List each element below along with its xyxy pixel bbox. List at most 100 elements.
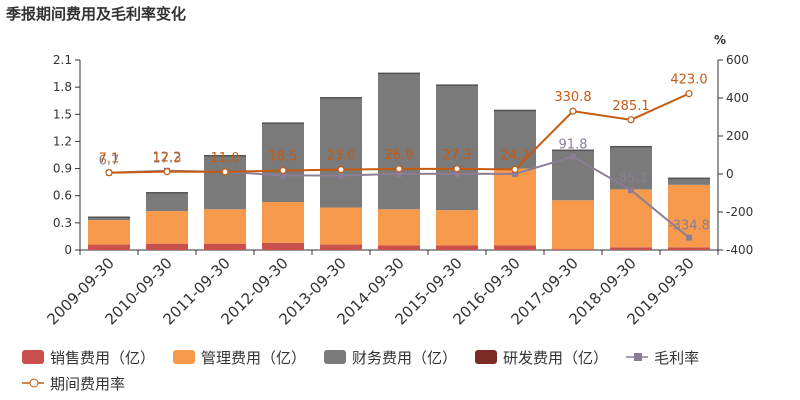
bar-财务费用亿 [204, 155, 246, 210]
y-left-tick-label: 0 [64, 243, 72, 257]
point-毛利率 [512, 170, 518, 177]
point-期间费用率 [279, 166, 287, 175]
bar-财务费用亿 [668, 177, 710, 185]
bar-管理费用亿 [88, 220, 130, 245]
bar-销售费用亿 [146, 243, 188, 250]
point-期间费用率 [453, 165, 461, 173]
legend-label: 毛利率 [654, 348, 700, 367]
bar-销售费用亿 [610, 247, 652, 250]
y-right-tick-label: 0 [726, 167, 734, 181]
point-期间费用率 [627, 116, 635, 124]
y-right-tick-label: 600 [726, 53, 749, 67]
bar-top-edge [88, 216, 130, 219]
bar-管理费用亿 [552, 200, 594, 250]
bar-财务费用亿 [320, 97, 362, 208]
bar-管理费用亿 [494, 168, 536, 246]
legend-label: 管理费用（亿） [201, 348, 307, 367]
data-label-毛利率: -85.1 [614, 171, 648, 186]
legend-item[interactable]: 销售费用（亿） [22, 344, 155, 370]
legend-item[interactable]: 管理费用（亿） [173, 344, 306, 370]
y-left-tick-label: 1.8 [53, 80, 72, 94]
point-期间费用率 [337, 166, 345, 174]
point-期间费用率 [511, 165, 519, 174]
point-期间费用率 [685, 90, 693, 98]
data-label-期间费用率: 18.5 [269, 149, 298, 164]
bar-top-edge [436, 84, 478, 86]
data-label-期间费用率: 330.8 [554, 90, 591, 105]
legend-swatch [173, 350, 196, 364]
bar-销售费用亿 [262, 242, 304, 250]
bar-销售费用亿 [552, 249, 594, 250]
bar-管理费用亿 [378, 209, 420, 246]
point-毛利率 [454, 170, 460, 177]
y-right-tick-label: -400 [726, 243, 753, 257]
legend-item[interactable]: 期间费用率 [22, 370, 125, 396]
data-label-期间费用率: 423.0 [670, 73, 707, 88]
y-right-tick-label: 400 [726, 91, 749, 105]
legend-item[interactable]: 财务费用（亿） [324, 344, 457, 370]
bar-管理费用亿 [610, 189, 652, 248]
bar-销售费用亿 [320, 244, 362, 250]
bar-top-edge [668, 177, 710, 180]
point-毛利率 [280, 172, 286, 179]
bar-top-edge [494, 109, 536, 112]
bar-销售费用亿 [378, 245, 420, 250]
bar-销售费用亿 [494, 245, 536, 250]
legend-swatch [626, 353, 649, 361]
chart-title: 季报期间费用及毛利率变化 [6, 5, 187, 23]
y-left-tick-label: 2.1 [53, 53, 72, 67]
bar-财务费用亿 [494, 109, 536, 169]
y-left-tick-label: 0.3 [53, 216, 72, 230]
data-label-毛利率: 6.7 [99, 154, 120, 169]
bar-管理费用亿 [204, 209, 246, 244]
data-label-毛利率: -334.8 [668, 219, 710, 234]
legend-swatch [475, 350, 498, 364]
bar-财务费用亿 [378, 72, 420, 210]
legend-label: 销售费用（亿） [50, 348, 156, 367]
bar-销售费用亿 [668, 247, 710, 250]
bar-财务费用亿 [262, 122, 304, 203]
bar-top-edge [610, 145, 652, 148]
point-毛利率 [628, 187, 634, 194]
data-label-期间费用率: 23.0 [327, 149, 356, 164]
bar-管理费用亿 [262, 202, 304, 243]
data-label-期间费用率: 7.1 [99, 152, 120, 167]
legend-label: 研发费用（亿） [503, 348, 609, 367]
point-毛利率 [338, 172, 344, 179]
bar-top-edge [204, 155, 246, 157]
data-label-期间费用率: 24.2 [501, 148, 530, 163]
data-label-期间费用率: 27.3 [443, 148, 472, 163]
bar-top-edge [552, 149, 594, 152]
point-毛利率 [570, 153, 576, 160]
legend-label: 期间费用率 [50, 374, 126, 393]
y-left-tick-label: 0.9 [53, 162, 72, 176]
point-毛利率 [686, 234, 692, 241]
legend-swatch [22, 350, 44, 364]
bar-top-edge [262, 122, 304, 124]
legend-swatch [22, 378, 44, 388]
legend-item[interactable]: 研发费用（亿） [475, 344, 608, 370]
bar-财务费用亿 [436, 84, 478, 211]
y-left-tick-label: 0.6 [53, 189, 72, 203]
bar-top-edge [146, 192, 188, 194]
point-毛利率 [396, 170, 402, 177]
y-left-tick-label: 1.2 [53, 134, 72, 148]
data-label-期间费用率: 285.1 [612, 99, 649, 114]
data-label-期间费用率: 11.0 [211, 151, 240, 166]
bar-财务费用亿 [88, 216, 130, 221]
point-期间费用率 [569, 107, 577, 115]
point-期间费用率 [221, 168, 229, 176]
legend-item[interactable]: 毛利率 [626, 344, 699, 370]
bar-销售费用亿 [204, 243, 246, 250]
bar-管理费用亿 [436, 210, 478, 246]
y-left-tick-label: 1.5 [53, 107, 72, 121]
bar-管理费用亿 [146, 211, 188, 244]
y-right-tick-label: 200 [726, 129, 749, 143]
bar-销售费用亿 [436, 245, 478, 250]
bar-top-edge [378, 72, 420, 75]
bar-销售费用亿 [88, 244, 130, 250]
bar-管理费用亿 [320, 207, 362, 245]
legend-label: 财务费用（亿） [352, 348, 458, 367]
bar-财务费用亿 [146, 192, 188, 212]
chart-plot: 0 0.3 0.6 0.9 1.2 1.5 1.8 2.1 -400 -200 0 200 400 600… [43, 33, 753, 328]
